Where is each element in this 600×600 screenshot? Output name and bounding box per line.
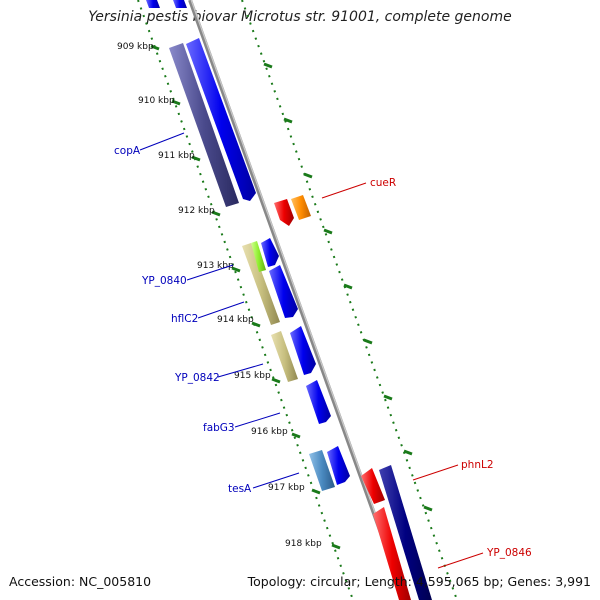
otick-3	[303, 172, 313, 179]
leader-copA	[139, 132, 185, 151]
genome-backbone	[188, 0, 407, 600]
gene-copA-forward	[186, 38, 256, 201]
outer-tick-rail	[241, 0, 458, 600]
tick-911	[191, 155, 201, 162]
otick-6	[363, 338, 373, 345]
leader-cueR	[321, 182, 367, 199]
right-label-leaders	[321, 182, 484, 569]
kbp-label-916: 916 kbp	[251, 427, 288, 437]
left-gene-labels: copA YP_0840 hflC2 YP_0842 fabG3 tesA	[114, 145, 252, 495]
gene-cueR	[274, 199, 294, 226]
gene-YP_0846	[373, 507, 411, 600]
gene-cueR-neighbor	[291, 195, 311, 220]
gene-hflC2-forward	[269, 265, 298, 318]
gene-YP_0842-forward	[290, 326, 316, 375]
inner-tick-rail	[137, 0, 354, 600]
otick-2	[283, 117, 293, 124]
tick-917	[311, 488, 321, 495]
feature-YP_0842-khaki	[271, 331, 298, 382]
tick-910	[171, 99, 181, 106]
gene-YP_0840-forward	[261, 238, 279, 267]
otick-9	[423, 505, 433, 512]
tick-916	[291, 432, 301, 439]
kbp-label-913: 913 kbp	[197, 261, 234, 271]
kbp-label-918: 918 kbp	[285, 539, 322, 549]
feature-top-remnant-2	[173, 0, 187, 8]
left-label-leaders	[139, 132, 300, 489]
otick-1	[263, 62, 273, 69]
genome-backbone-highlight	[190, 0, 407, 600]
leader-hflC2	[197, 301, 245, 319]
kbp-labels: 909 kbp 910 kbp 911 kbp 912 kbp 913 kbp …	[117, 42, 322, 549]
otick-7	[383, 394, 393, 401]
gene-phnL2	[361, 468, 385, 504]
gene-tesA-forward	[327, 446, 350, 485]
leader-fabG3	[234, 412, 281, 428]
gene-label-YP_0846[interactable]: YP_0846	[486, 547, 532, 559]
kbp-label-910: 910 kbp	[138, 96, 175, 106]
leader-tesA	[252, 472, 300, 489]
gene-label-phnL2[interactable]: phnL2	[461, 459, 494, 471]
kbp-label-911: 911 kbp	[158, 151, 195, 161]
feature-YP_0840-lime	[251, 241, 266, 272]
leader-YP_0842	[217, 363, 264, 378]
feature-top-remnant-1	[146, 0, 160, 8]
gene-label-copA[interactable]: copA	[114, 145, 141, 157]
accession-text: Accession: NC_005810	[9, 574, 152, 589]
otick-8	[403, 449, 413, 456]
kbp-label-915: 915 kbp	[234, 371, 271, 381]
right-gene-labels: cueR phnL2 YP_0846	[370, 177, 532, 559]
tick-912	[211, 210, 221, 217]
gene-label-YP_0840[interactable]: YP_0840	[141, 275, 187, 287]
gene-label-tesA[interactable]: tesA	[228, 483, 252, 495]
tick-913	[231, 266, 241, 273]
leader-phnL2	[412, 464, 459, 481]
major-ticks	[150, 44, 433, 550]
otick-4	[323, 228, 333, 235]
gene-label-YP_0842[interactable]: YP_0842	[174, 372, 220, 384]
feature-copA-slate	[169, 43, 239, 207]
gene-label-hflC2[interactable]: hflC2	[171, 313, 198, 325]
gene-fabG3-forward	[306, 380, 331, 424]
leader-YP_0846	[437, 552, 484, 569]
otick-5	[343, 283, 353, 290]
tick-915	[271, 377, 281, 384]
tick-914	[251, 321, 261, 328]
gene-label-cueR[interactable]: cueR	[370, 177, 396, 189]
genome-summary-text: Topology: circular; Length: 4,595,065 bp…	[247, 574, 591, 589]
leader-YP_0840	[186, 264, 234, 281]
kbp-label-912: 912 kbp	[178, 206, 215, 216]
kbp-label-917: 917 kbp	[268, 483, 305, 493]
feature-tesA-steel	[309, 450, 335, 491]
feature-YP_0840-khaki	[242, 243, 280, 325]
tick-918	[331, 543, 341, 550]
kbp-label-909: 909 kbp	[117, 42, 154, 52]
gene-label-fabG3[interactable]: fabG3	[203, 422, 235, 434]
kbp-label-914: 914 kbp	[217, 315, 254, 325]
gene-phnL2-navy	[379, 465, 432, 600]
tick-909	[150, 44, 160, 51]
